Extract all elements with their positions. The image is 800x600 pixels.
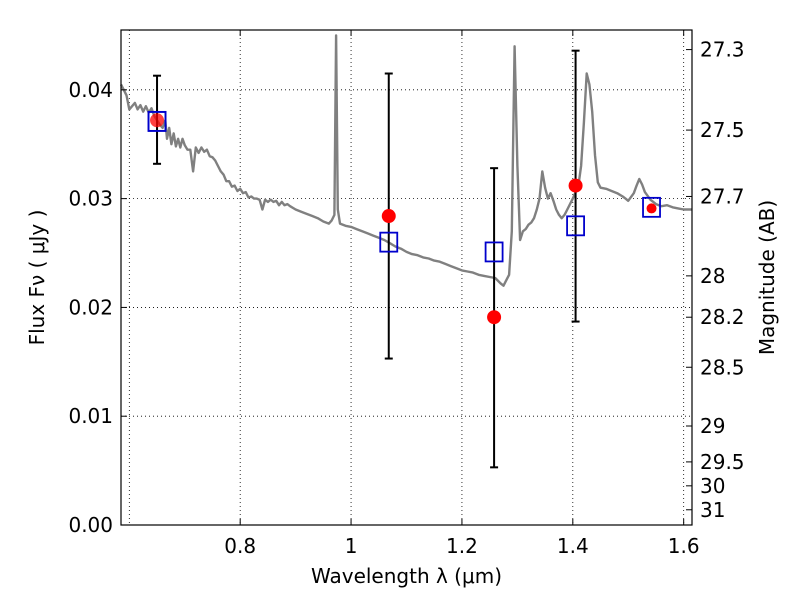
axis-ticks: 0.8 1 1.2 1.4 1.6 0.00 0.01 0.02 0.03 0.04 27.3 27.…	[68, 30, 745, 558]
observed-flux-markers	[147, 110, 657, 325]
model-sed-series	[119, 34, 692, 287]
y-tick-label: 0.01	[68, 404, 113, 428]
synthetic-flux-square	[379, 231, 399, 253]
synthetic-flux-square	[147, 110, 167, 132]
right-tick-label: 30	[700, 474, 725, 498]
right-tick-label: 29	[700, 414, 725, 438]
synthetic-flux-square	[484, 241, 504, 263]
y-axis-label-right: Magnitude (AB)	[755, 200, 779, 355]
right-tick-label: 27.5	[700, 118, 745, 142]
y-tick-label: 0.03	[68, 187, 113, 211]
observed-flux-point	[487, 310, 502, 325]
y-tick-label: 0.02	[68, 295, 113, 319]
y-tick-label: 0.00	[68, 513, 113, 537]
right-tick-label: 27.3	[700, 38, 745, 62]
grid-lines	[121, 30, 692, 525]
x-tick-label: 1.2	[446, 534, 478, 558]
x-tick-label: 1.4	[557, 534, 589, 558]
right-tick-label: 28.2	[700, 305, 745, 329]
right-tick-label: 31	[700, 498, 725, 522]
observed-flux-point	[381, 209, 396, 224]
observed-flux-point	[150, 113, 165, 128]
x-tick-label: 1	[345, 534, 358, 558]
y-axis-label-left: Flux Fν ( μJy )	[25, 210, 49, 346]
synthetic-flux-square	[566, 215, 585, 237]
x-tick-label: 1.6	[668, 534, 700, 558]
right-tick-label: 29.5	[700, 450, 745, 474]
observed-flux-point	[568, 178, 583, 193]
x-axis-label: Wavelength λ (μm)	[311, 564, 502, 588]
right-tick-label: 27.7	[700, 184, 745, 208]
model-sed-line	[119, 34, 692, 287]
right-tick-label: 28	[700, 264, 725, 288]
x-tick-label: 0.8	[224, 534, 256, 558]
plot-frame	[120, 29, 693, 526]
right-tick-label: 28.5	[700, 355, 745, 379]
observed-flux-point	[646, 203, 657, 214]
y-tick-label: 0.04	[68, 78, 113, 102]
synthetic-flux-square	[642, 196, 661, 218]
